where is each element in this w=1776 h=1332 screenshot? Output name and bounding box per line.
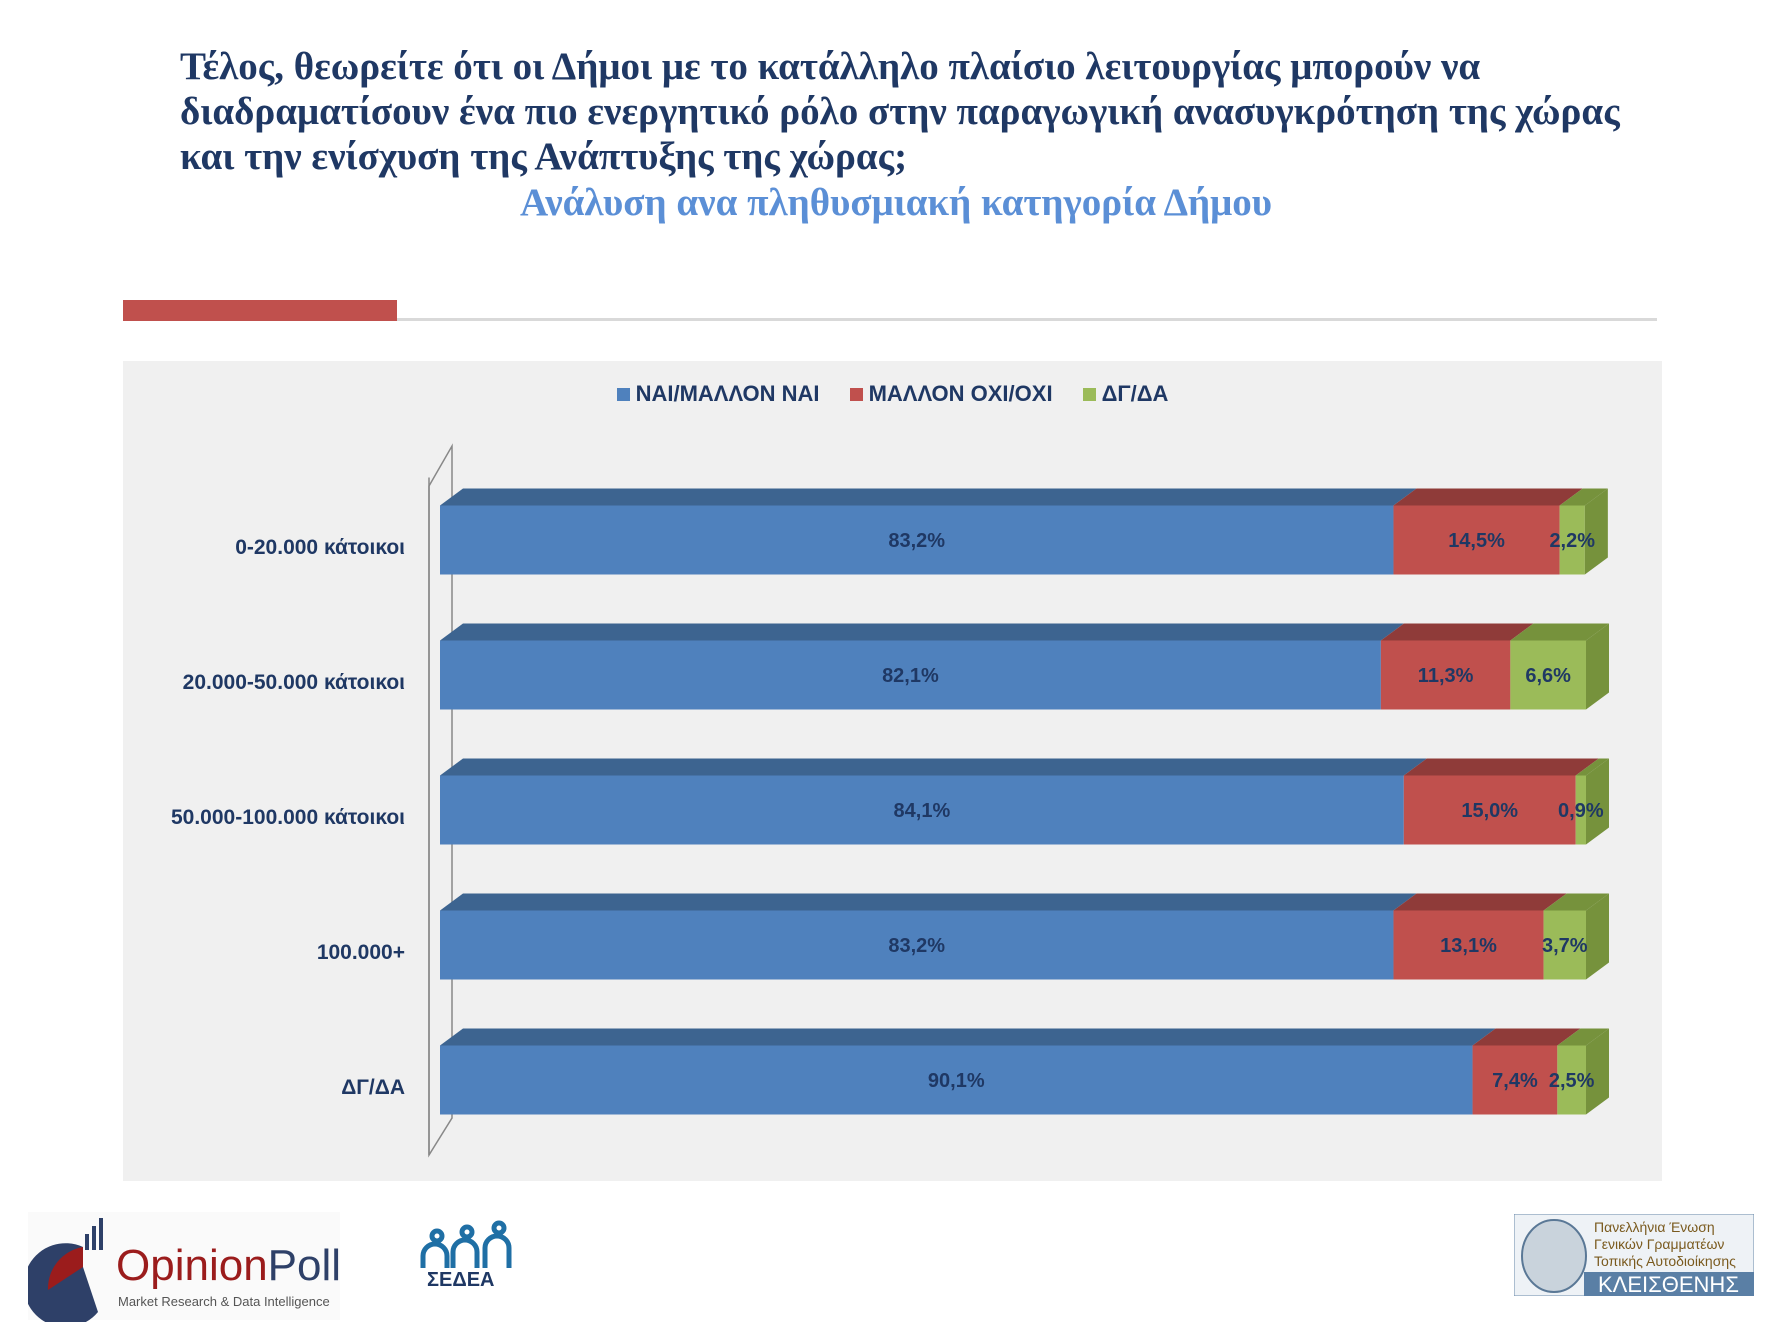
data-label: 83,2%: [888, 530, 945, 552]
bar-segment: [1557, 1045, 1586, 1115]
bar-top-face: [440, 623, 1404, 641]
bar-segment: [1559, 505, 1585, 575]
bar-segment: [440, 505, 1394, 575]
bar-top-face: [1575, 758, 1609, 776]
bar-side-face: [1586, 893, 1609, 980]
bar-top-face: [1557, 1028, 1609, 1046]
data-label: 6,6%: [1525, 665, 1571, 687]
bar-segment: [1380, 640, 1511, 710]
bar-top-face: [1403, 758, 1599, 776]
data-label: 15,0%: [1461, 800, 1518, 822]
data-label: 13,1%: [1440, 935, 1497, 957]
bar-segment: [1472, 1045, 1558, 1115]
chart-legend: ΝΑΙ/ΜΑΛΛΟΝ ΝΑΙ ΜΑΛΛΟΝ ΟΧΙ/ΟΧΙ ΔΓ/ΔΑ: [123, 381, 1662, 407]
legend-label: ΜΑΛΛΟΝ ΟΧΙ/ΟΧΙ: [868, 381, 1053, 406]
data-label: 90,1%: [928, 1070, 985, 1092]
bar-top-face: [440, 758, 1427, 776]
bar-segment: [1393, 505, 1560, 575]
accent-bar: [123, 300, 397, 321]
data-label: 11,3%: [1418, 665, 1474, 687]
opinionpoll-wordmark: OpinionPoll: [116, 1241, 341, 1290]
bar-top-face: [1543, 893, 1609, 911]
legend-swatch: [1082, 387, 1096, 401]
legend-swatch: [849, 387, 863, 401]
sedea-logo: ΣΕΔΕΑ: [420, 1220, 512, 1288]
category-label: 50.000-100.000 κάτοικοι: [171, 806, 405, 829]
bar-top-face: [440, 1028, 1496, 1046]
bar-segment: [1510, 640, 1586, 710]
category-label: 100.000+: [317, 941, 405, 964]
legend-label: ΔΓ/ΔΑ: [1101, 381, 1169, 406]
bar-side-face: [1586, 1028, 1609, 1115]
bar-top-face: [1559, 488, 1608, 506]
bar-top-face: [1510, 623, 1609, 641]
kleisthenis-wordmark: ΚΛΕΙΣΘΕΝΗΣ: [1598, 1272, 1739, 1296]
bar-side-face: [1584, 488, 1608, 575]
divider-line: [397, 318, 1657, 321]
category-label: 0-20.000 κάτοικοι: [235, 536, 405, 559]
legend-item-dk: ΔΓ/ΔΑ: [1082, 381, 1169, 407]
category-label: 20.000-50.000 κάτοικοι: [183, 671, 406, 694]
slide-subtitle: Ανάλυση ανα πληθυσμιακή κατηγορία Δήμου: [519, 181, 1273, 224]
kleisthenis-line3: Τοπικής Αυτοδιοίκησης: [1594, 1253, 1736, 1269]
bar-segment: [1403, 775, 1576, 845]
data-label: 84,1%: [894, 800, 951, 822]
bar-segment: [1575, 775, 1586, 845]
bar-top-face: [1393, 893, 1567, 911]
bar-side-face: [1586, 623, 1609, 710]
opinionpoll-logo: OpinionPoll Market Research & Data Intel…: [28, 1212, 341, 1322]
data-label: 83,2%: [888, 935, 945, 957]
data-label: 82,1%: [882, 665, 939, 687]
data-label: 0,9%: [1558, 800, 1604, 822]
bar-top-face: [1393, 488, 1583, 506]
opinionpoll-tagline: Market Research & Data Intelligence: [118, 1294, 330, 1309]
bar-segment: [1543, 910, 1586, 980]
legend-swatch: [616, 387, 630, 401]
kleisthenis-logo: Πανελλήνια Ένωση Γενικών Γραμματέων Τοπι…: [1514, 1214, 1754, 1296]
kleisthenis-line2: Γενικών Γραμματέων: [1594, 1236, 1724, 1252]
bar-top-face: [440, 893, 1417, 911]
kleisthenis-line1: Πανελλήνια Ένωση: [1594, 1219, 1715, 1235]
legend-item-no: ΜΑΛΛΟΝ ΟΧΙ/ΟΧΙ: [849, 381, 1053, 407]
bar-side-face: [1586, 758, 1609, 845]
bar-segment: [440, 910, 1394, 980]
data-label: 3,7%: [1542, 935, 1588, 957]
legend-label: ΝΑΙ/ΜΑΛΛΟΝ ΝΑΙ: [635, 381, 820, 406]
bar-segment: [1393, 910, 1544, 980]
legend-item-yes: ΝΑΙ/ΜΑΛΛΟΝ ΝΑΙ: [616, 381, 820, 407]
slide-title: Τέλος, θεωρείτε ότι οι Δήμοι με το κατάλ…: [180, 45, 1620, 178]
data-label: 7,4%: [1492, 1070, 1538, 1092]
axis-wall: [428, 443, 453, 1158]
data-label: 2,2%: [1549, 530, 1595, 552]
data-label: 2,5%: [1549, 1070, 1595, 1092]
bar-segment: [440, 1045, 1473, 1115]
category-label: ΔΓ/ΔΑ: [341, 1076, 405, 1099]
bar-top-face: [440, 488, 1417, 506]
sedea-wordmark: ΣΕΔΕΑ: [427, 1269, 495, 1288]
data-label: 14,5%: [1448, 530, 1505, 552]
bar-top-face: [1472, 1028, 1581, 1046]
bar-segment: [440, 640, 1381, 710]
bar-segment: [440, 775, 1404, 845]
bar-top-face: [1380, 623, 1534, 641]
